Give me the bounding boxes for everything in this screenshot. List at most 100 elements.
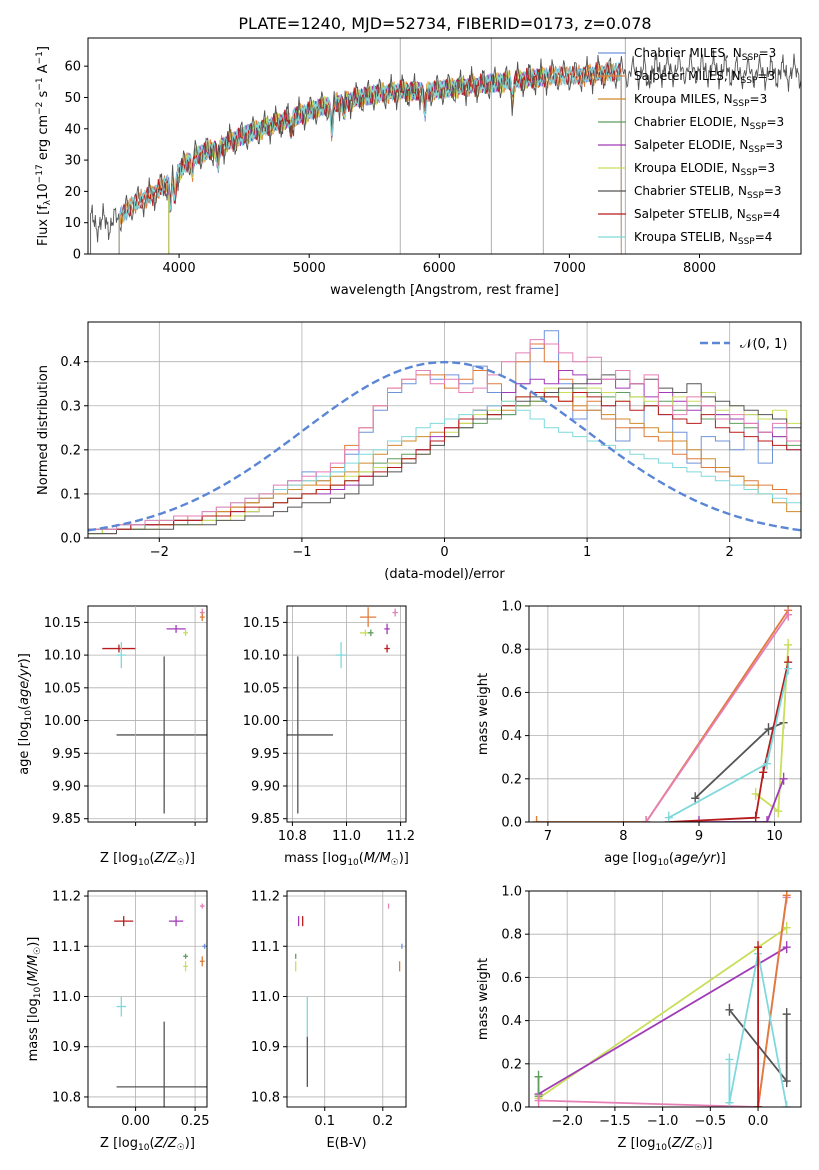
y-tick-label: 10.00 [44, 714, 81, 729]
weight-marker [782, 1075, 791, 1088]
y-tick-label: 10.00 [243, 714, 280, 729]
x-axis-label: (data-model)/error [384, 567, 505, 582]
errorbar-point [384, 644, 390, 653]
weight-marker [782, 921, 791, 934]
x-tick-label: 7 [544, 829, 552, 844]
weight-marker [725, 1003, 734, 1016]
y-tick-label: 0.0 [501, 1101, 522, 1116]
y-tick-label: 10.9 [52, 1040, 81, 1055]
y-tick-label: 10 [64, 216, 81, 231]
axis-label: Salpeter STELIB, NSSP=4 [634, 207, 780, 224]
figure-title: PLATE=1240, MJD=52734, FIBERID=0173, z=0… [238, 14, 651, 33]
weight-marker [782, 1008, 791, 1021]
errorbar-point [114, 916, 134, 927]
errorbar-point [199, 956, 205, 967]
x-tick-label: −2 [150, 545, 169, 560]
y-tick-label: 9.90 [251, 780, 280, 795]
axis-label: Salpeter MILES, NSSP=3 [634, 69, 775, 86]
y-tick-label: 11.1 [52, 940, 81, 955]
spectrum-plot-area [90, 38, 801, 254]
weight-marker [779, 772, 788, 785]
y-tick-label: 9.95 [251, 747, 280, 762]
weight-marker [534, 1070, 543, 1083]
weight_vs_age-panel: 7 8 9 10 0.0 0.2 0.4 0.6 0.8 1.0 mass weight age [l… [476, 600, 802, 868]
weight-marker [763, 816, 771, 822]
y-tick-label: 9.90 [52, 780, 81, 795]
x-tick-label: 11.2 [386, 829, 415, 844]
mass_vs_EBV-panel: 0.1 0.2 10.8 10.9 11.0 11.1 11.2 E(B-V) [251, 890, 407, 1151]
weight-line [538, 946, 788, 1095]
gaussian-curve [88, 360, 801, 532]
weight-line [694, 721, 784, 799]
weight-marker [784, 608, 793, 621]
errorbar-point [116, 656, 207, 814]
weight-marker [532, 816, 541, 822]
errorbar-point [392, 608, 398, 617]
errorbar-point [287, 656, 333, 814]
x-axis-label: Z [log10(Z/Z☉)] [100, 851, 195, 868]
x-tick-label: 8000 [683, 261, 716, 276]
spectrum-line [118, 62, 622, 254]
histogram-step [88, 392, 801, 538]
x-tick-label: 2 [726, 545, 734, 560]
x-tick-label: 5000 [293, 261, 326, 276]
x-axis-label: Z [log10(Z/Z☉)] [618, 1136, 713, 1153]
weight-marker [774, 805, 783, 818]
x-tick-label: 9 [695, 829, 703, 844]
mass_vs_Z-plot-area [114, 903, 207, 1107]
y-tick-label: 0.0 [60, 532, 81, 547]
errorbar-point [360, 607, 377, 627]
x-tick-label: 10.8 [278, 829, 307, 844]
mass_vs_EBV-plot-area [295, 903, 403, 1087]
age_vs_Z-panel: 9.85 9.90 9.95 10.00 10.05 10.10 10.15 Z [log10… [17, 605, 208, 868]
errorbar-point [183, 629, 188, 637]
y-tick-label: 10.10 [243, 649, 280, 664]
weight_vs_age-frame [528, 605, 802, 823]
y-tick-label: 0.8 [501, 643, 522, 658]
axis-label: Chabrier ELODIE, NSSP=3 [634, 115, 784, 132]
weight-line [536, 609, 789, 822]
weight-marker [784, 662, 793, 675]
y-tick-label: 50 [64, 91, 81, 106]
legend-label: 𝒩(0, 1) [740, 337, 787, 352]
x-tick-label: 7000 [553, 261, 586, 276]
mass_vs_Z-frame [87, 890, 208, 1108]
weight-line [645, 614, 789, 822]
y-tick-label: 11.1 [251, 940, 280, 955]
y-axis-label: mass weight [476, 673, 491, 755]
x-tick-label: −0.5 [695, 1114, 727, 1129]
y-tick-label: 0.6 [501, 686, 522, 701]
weight-marker [763, 757, 771, 770]
panels: 4000 5000 6000 7000 80000102030405060wavelen… [17, 37, 802, 1153]
axis-label: Kroupa STELIB, NSSP=4 [634, 230, 772, 247]
axis-label: Kroupa ELODIE, NSSP=3 [634, 161, 775, 178]
weight-marker [782, 1101, 791, 1107]
y-tick-label: 10.10 [44, 649, 81, 664]
weight_vs_Z-frame [528, 890, 802, 1108]
histogram-step [88, 339, 801, 538]
errorbar-point [199, 903, 205, 909]
y-tick-label: 0.2 [501, 1057, 522, 1072]
x-tick-label: 0.2 [372, 1114, 393, 1129]
weight_vs_age-plot-area [532, 606, 793, 822]
weight-line [757, 895, 788, 1107]
y-tick-label: 0.1 [60, 487, 81, 502]
weight-line [668, 662, 790, 822]
age_vs_Z-frame [87, 605, 208, 823]
y-tick-label: 11.0 [52, 990, 81, 1005]
errorbar-point [183, 961, 188, 972]
y-tick-label: 60 [64, 60, 81, 75]
y-tick-label: 10.05 [44, 681, 81, 696]
y-axis-label: Normed distribution [36, 365, 51, 495]
x-tick-label: 0.0 [748, 1114, 769, 1129]
x-tick-label: 1 [583, 545, 591, 560]
age_vs_mass-frame [286, 605, 407, 823]
x-tick-label: 0.25 [181, 1114, 210, 1129]
y-tick-label: 10.15 [44, 616, 81, 631]
y-tick-label: 9.85 [251, 812, 280, 827]
weight-marker [764, 723, 773, 736]
spectrum-panel: 4000 5000 6000 7000 8000 0 10 20 30 40 50 60 wavelen… [35, 37, 802, 298]
weight-marker [695, 816, 703, 822]
y-tick-label: 10.15 [243, 616, 280, 631]
mass_vs_EBV-frame [286, 890, 407, 1108]
